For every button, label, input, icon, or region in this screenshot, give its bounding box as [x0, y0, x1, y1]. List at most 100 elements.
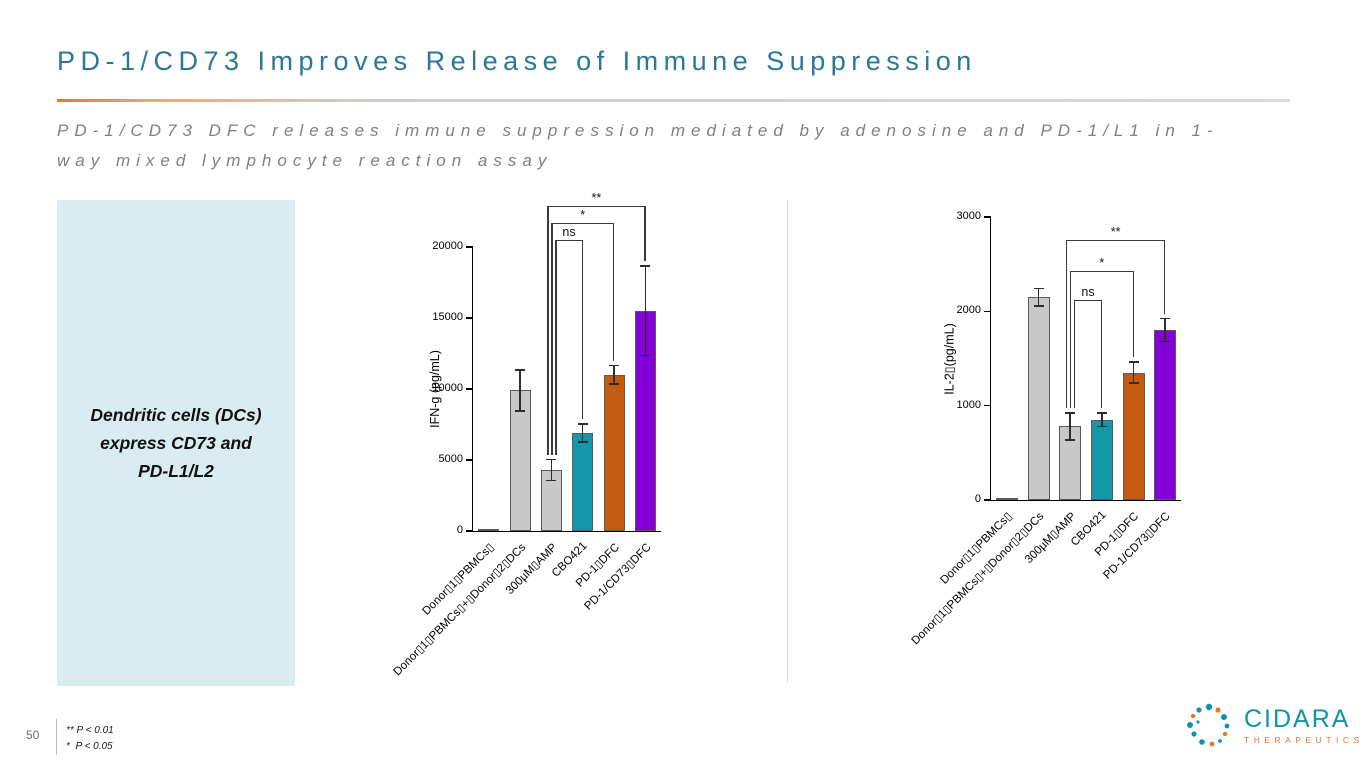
significance-label: ** — [1110, 224, 1121, 239]
significance-bracket-leg — [1100, 300, 1103, 409]
y-tick-mark — [984, 216, 991, 218]
error-bar-cap — [577, 441, 588, 443]
error-bar — [1037, 287, 1040, 307]
significance-bracket — [551, 222, 614, 225]
error-bar — [581, 423, 584, 443]
subtitle-line-2: way mixed lymphocyte reaction assay — [57, 151, 553, 170]
page-title: PD-1/CD73 Improves Release of Immune Sup… — [57, 46, 977, 76]
y-tick-label: 2000 — [956, 304, 981, 317]
bar-chart-ifn-g: IFN-g (pg/mL) 0 5000 10000 15000 20000 Donor▯1… — [391, 191, 661, 678]
error-bar-cap — [640, 354, 651, 357]
y-tick-mark — [466, 388, 473, 390]
significance-bracket-leg — [581, 239, 583, 420]
y-tick-mark — [984, 310, 991, 313]
y-tick-label: 0 — [974, 493, 981, 505]
error-bar-cap — [1128, 382, 1139, 384]
y-tick-label: 0 — [456, 524, 463, 536]
error-bar-cap — [1128, 361, 1139, 363]
logo-tagline: THERAPEUTICS — [1244, 735, 1364, 745]
significance-bracket-leg — [1164, 239, 1166, 314]
error-bar-cap — [546, 479, 557, 482]
callout-line-2: express CD73 and — [100, 433, 252, 453]
error-bar-cap — [1033, 305, 1044, 307]
bar-0 — [995, 498, 1018, 500]
significance-bracket-leg — [613, 222, 615, 361]
error-bar — [1132, 361, 1135, 384]
significance-bracket-leg — [1132, 270, 1134, 358]
significance-bracket-leg — [644, 205, 646, 262]
significance-bracket-leg — [1070, 270, 1072, 409]
error-bar-cap — [1160, 317, 1171, 320]
y-tick-mark — [466, 459, 473, 461]
significance-bracket — [1074, 300, 1102, 302]
bar-4 — [1122, 372, 1145, 500]
significance-bracket-leg — [551, 222, 553, 455]
significance-label: ns — [1081, 285, 1095, 299]
error-bar-cap — [1033, 287, 1044, 290]
significance-bracket — [555, 239, 583, 242]
significance-bracket — [547, 205, 646, 208]
error-bar-cap — [640, 265, 651, 267]
significance-bracket-leg — [555, 239, 557, 455]
cidara-logo-dots-icon — [1187, 703, 1230, 747]
footnote-1: ** P < 0.01 — [66, 725, 114, 736]
subtitle: PD-1/CD73 DFC releases immune suppressio… — [57, 116, 1219, 176]
callout-line-3: PD-L1/L2 — [138, 461, 214, 481]
callout-line-1: Dendritic cells (DCs) — [90, 405, 262, 425]
footnotes: ** P < 0.01 * P < 0.05 — [66, 723, 114, 754]
y-tick-mark — [984, 499, 991, 501]
significance-label: ns — [562, 224, 576, 239]
error-bar-cap — [515, 369, 525, 371]
error-bar-cap — [546, 458, 557, 461]
bar-3 — [572, 433, 594, 531]
y-tick-label: 20000 — [432, 240, 463, 252]
cidara-logo-text: CIDARA THERAPEUTICS — [1244, 705, 1364, 746]
y-tick-label: 5000 — [438, 453, 463, 465]
bar-3 — [1090, 419, 1113, 500]
y-tick-label: 10000 — [432, 382, 463, 394]
bar-0 — [478, 529, 500, 531]
y-tick-mark — [984, 404, 991, 407]
significance-bracket-leg — [1066, 239, 1068, 409]
y-tick-label: 1000 — [956, 398, 981, 411]
significance-label: * — [580, 207, 586, 222]
y-tick-label: 15000 — [432, 311, 463, 323]
cidara-logo: CIDARA THERAPEUTICS — [1183, 700, 1364, 752]
x-category-label: Donor▯1▯PBMCs▯+▯Donor▯2▯DCs — [909, 510, 1047, 648]
error-bar-cap — [515, 410, 525, 412]
y-tick-label: 3000 — [956, 210, 981, 222]
section-divider — [787, 200, 788, 682]
title-underline — [57, 99, 1290, 102]
error-bar-cap — [609, 383, 619, 385]
y-tick-mark — [466, 530, 473, 532]
callout-text: Dendritic cells (DCs) express CD73 and P… — [90, 401, 261, 485]
y-axis-label: IL-2▯(pg/mL) — [942, 322, 957, 395]
bar-5 — [1154, 330, 1177, 500]
bar-1 — [1027, 297, 1050, 500]
error-bar-cap — [577, 423, 588, 425]
error-bar-cap — [1065, 412, 1076, 414]
significance-bracket-leg — [1074, 300, 1076, 409]
significance-bracket-leg — [547, 205, 549, 455]
significance-bracket — [1070, 270, 1134, 273]
error-bar — [519, 369, 521, 412]
error-bar-cap — [1065, 439, 1076, 441]
significance-label: ** — [591, 190, 602, 205]
error-bar-cap — [1096, 412, 1107, 414]
logo-name: CIDARA — [1244, 705, 1351, 733]
error-bar — [644, 265, 647, 357]
page-number: 50 — [26, 728, 40, 742]
significance-bracket — [1066, 239, 1166, 241]
error-bar — [1101, 412, 1103, 428]
y-tick-mark — [466, 246, 473, 248]
y-tick-mark — [466, 317, 473, 319]
bar-chart-il-2: IL-2▯(pg/mL) 0 1000 2000 3000 Donor▯1▯PBMCs▯ D… — [910, 210, 1181, 647]
error-bar — [1164, 317, 1166, 343]
error-bar — [550, 458, 553, 482]
error-bar-cap — [1096, 425, 1107, 428]
error-bar — [1069, 412, 1071, 441]
subtitle-line-1: PD-1/CD73 DFC releases immune suppressio… — [57, 121, 1219, 140]
footer-divider — [56, 719, 57, 755]
callout-box: Dendritic cells (DCs) express CD73 and P… — [57, 200, 295, 686]
x-category-label: Donor▯1▯PBMCs▯+▯Donor▯2▯DCs — [391, 541, 528, 679]
